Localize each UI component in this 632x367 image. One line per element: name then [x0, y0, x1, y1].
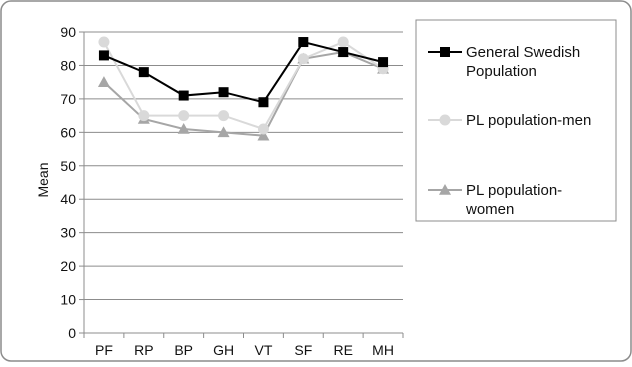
y-tick-label: 80: [60, 57, 76, 73]
data-point: [98, 36, 110, 48]
data-point: [178, 110, 190, 122]
y-tick-label: 0: [68, 325, 76, 341]
legend-label: Population: [466, 63, 537, 80]
data-point: [338, 47, 349, 58]
legend-label: PL population-: [466, 182, 562, 199]
legend-label: General Swedish: [466, 44, 580, 61]
data-point: [297, 53, 309, 65]
y-tick-label: 50: [60, 158, 76, 174]
y-tick-label: 30: [60, 225, 76, 241]
x-tick-label: GH: [213, 342, 234, 358]
legend: General Swedish Population PL population-m…: [415, 19, 617, 222]
data-point: [97, 76, 110, 87]
axes: 0 10 20 30 40 50 60 70 80 90 PF RP BP GH VT SF RE MH: [60, 24, 404, 358]
x-tick-label: RE: [333, 342, 352, 358]
y-tick-label: 40: [60, 191, 76, 207]
x-tick-label: BP: [174, 342, 193, 358]
series-1: [98, 37, 389, 108]
data-point: [178, 90, 189, 101]
x-tick-label: RP: [134, 342, 153, 358]
legend-entry: General Swedish Population: [428, 44, 580, 80]
x-tick-label: SF: [294, 342, 312, 358]
data-point: [218, 87, 229, 98]
series-line: [103, 40, 384, 131]
data-point: [337, 36, 349, 48]
data-point: [138, 67, 149, 78]
legend-label: PL population-men: [466, 112, 591, 129]
legend-entry: PL population-women: [428, 182, 562, 218]
legend-marker: [440, 47, 450, 57]
data-point: [218, 110, 230, 122]
series-lines: [97, 36, 390, 141]
x-tick-label: MH: [372, 342, 394, 358]
series-line: [103, 40, 384, 104]
data-point: [258, 97, 269, 108]
legend-marker: [439, 184, 451, 195]
legend-marker: [439, 114, 451, 126]
data-point: [177, 122, 190, 134]
x-tick-label: PF: [95, 342, 113, 358]
gridlines: [84, 31, 403, 301]
y-tick-label: 10: [60, 292, 76, 308]
data-point: [298, 37, 309, 48]
data-point: [138, 110, 150, 122]
y-tick-label: 90: [60, 24, 76, 40]
y-tick-label: 60: [60, 124, 76, 140]
y-tick-label: 20: [60, 258, 76, 274]
data-point: [378, 57, 389, 68]
y-tick-label: 70: [60, 91, 76, 107]
data-point: [217, 126, 230, 138]
data-point: [257, 123, 269, 135]
y-axis-title: Mean: [35, 162, 51, 197]
legend-label: women: [465, 201, 514, 218]
data-point: [98, 50, 109, 61]
series-line: [103, 51, 384, 137]
legend-entry: PL population-men: [428, 112, 591, 129]
data-point: [257, 129, 270, 141]
x-tick-label: VT: [254, 342, 272, 358]
